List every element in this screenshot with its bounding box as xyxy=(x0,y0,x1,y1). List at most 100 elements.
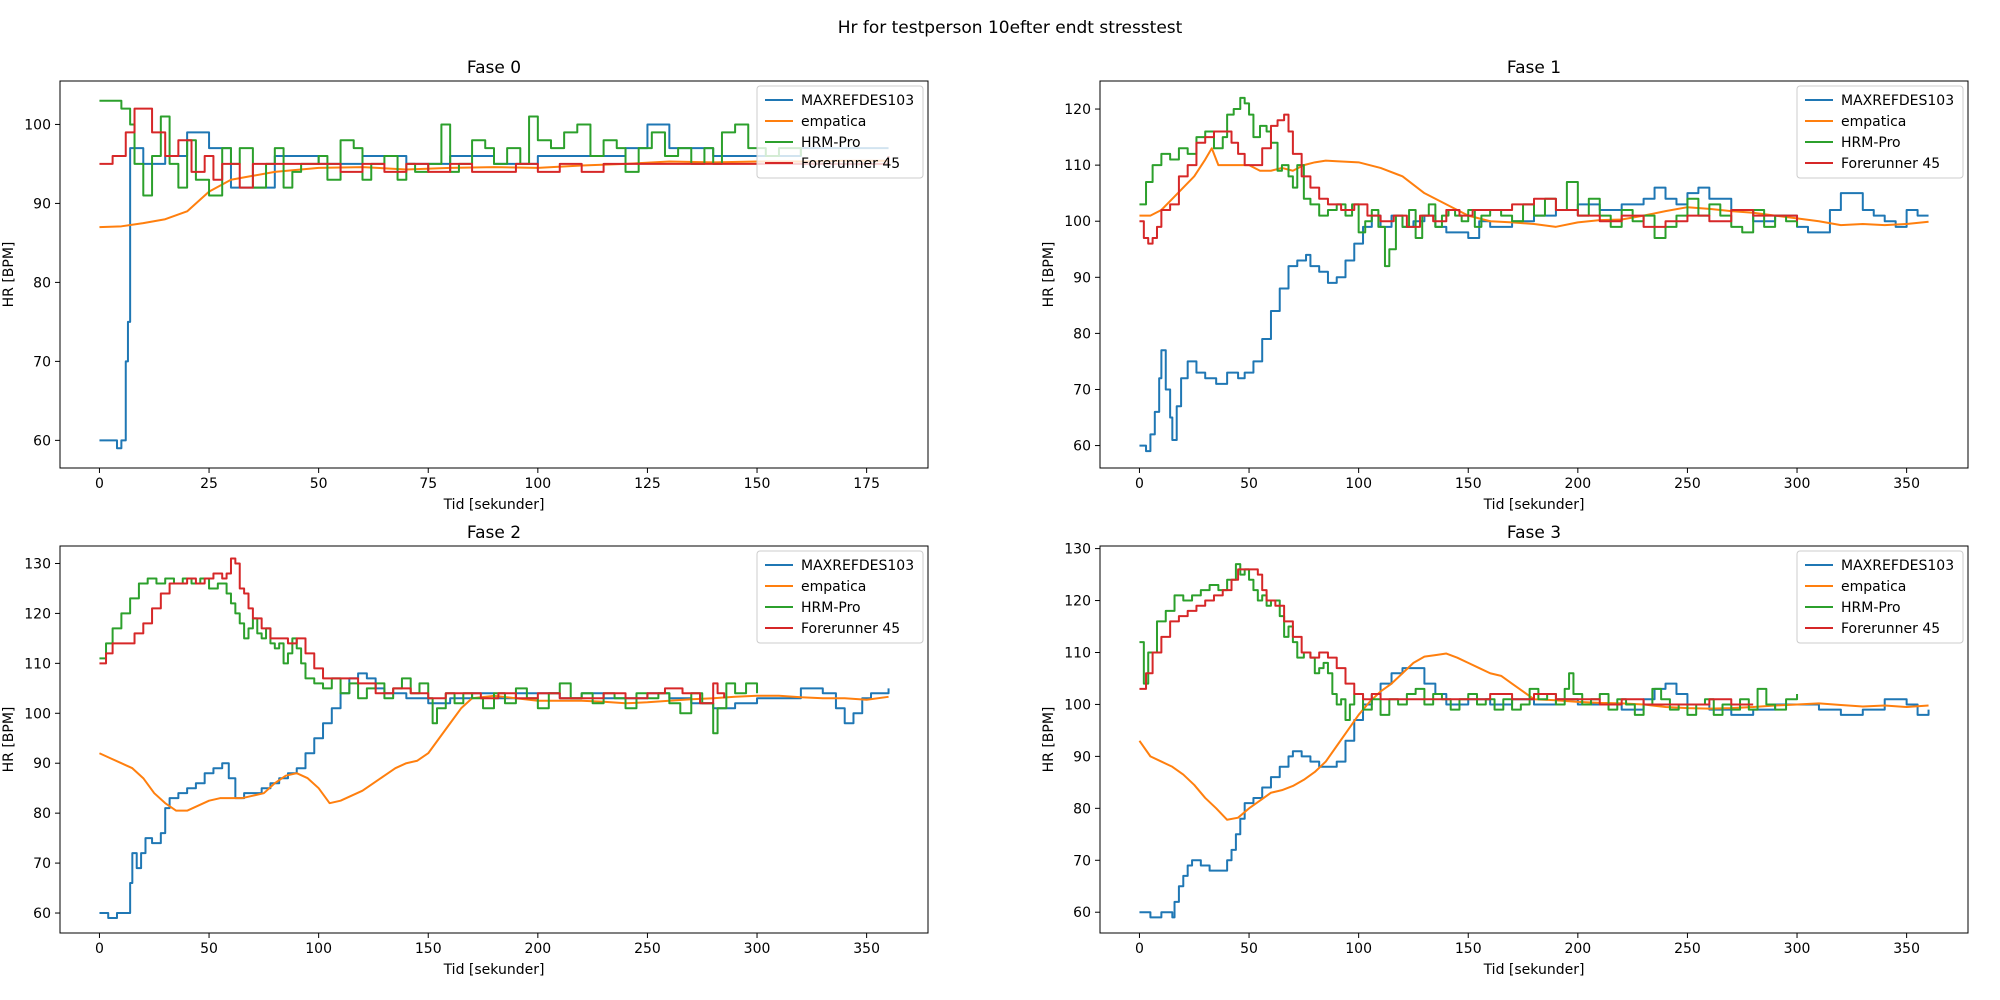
subplot-title: Fase 1 xyxy=(1507,58,1561,78)
legend-frame xyxy=(1796,85,1964,179)
y-tick-label: 60 xyxy=(33,906,51,922)
y-tick-label: 90 xyxy=(33,756,51,772)
subplot-fase-1: Fase 1 0 50 100 150 200 250 300 350 60 70 80 90 100 11… xyxy=(1041,58,1969,513)
series-line-forerunner-45 xyxy=(1139,568,1754,706)
y-tick-label: 130 xyxy=(24,556,51,572)
x-tick-label: 350 xyxy=(1893,476,1920,492)
subplot-fase-3: Fase 3 0 50 100 150 200 250 300 350 60 70 80 90 100 11… xyxy=(1041,523,1969,978)
series-group xyxy=(99,99,890,450)
series-line-hrm-pro xyxy=(1139,563,1799,722)
y-tick-label: 130 xyxy=(1064,542,1091,558)
x-tick-label: 100 xyxy=(305,941,332,957)
legend-entry: Forerunner 45 xyxy=(1841,621,1940,637)
x-tick-label: 200 xyxy=(524,941,551,957)
legend: MAXREFDES103 empatica HRM-Pro Forerunner 45 xyxy=(1796,85,1964,179)
y-tick-label: 120 xyxy=(1064,102,1091,118)
x-tick-label: 0 xyxy=(95,476,104,492)
y-axis-label: HR [BPM] xyxy=(1041,707,1057,773)
y-tick-label: 80 xyxy=(33,806,51,822)
x-tick-label: 175 xyxy=(853,476,880,492)
legend-entry: HRM-Pro xyxy=(1841,135,1901,151)
y-tick-label: 90 xyxy=(1073,749,1091,765)
y-tick-label: 100 xyxy=(24,117,51,133)
legend-entry: HRM-Pro xyxy=(801,600,861,616)
y-axis-label: HR [BPM] xyxy=(1,242,17,308)
y-tick-label: 110 xyxy=(24,656,51,672)
legend: MAXREFDES103 empatica HRM-Pro Forerunner 45 xyxy=(756,550,924,644)
legend-entry: empatica xyxy=(801,114,866,130)
subplot-title: Fase 2 xyxy=(467,523,521,543)
y-tick-label: 80 xyxy=(1073,326,1091,342)
y-tick-label: 70 xyxy=(33,856,51,872)
x-tick-label: 150 xyxy=(1455,941,1482,957)
subplot-fase-0: Fase 0 0 25 50 75 100 125 150 175 60 70 80 90 100 Tid … xyxy=(1,58,929,513)
y-tick-label: 120 xyxy=(24,606,51,622)
x-tick-label: 50 xyxy=(1240,941,1258,957)
legend-entry: Forerunner 45 xyxy=(1841,156,1940,172)
series-group xyxy=(99,557,890,920)
axes-frame xyxy=(1099,80,1969,469)
legend-entry: empatica xyxy=(1841,579,1906,595)
y-tick-label: 110 xyxy=(1064,158,1091,174)
figure-suptitle: Hr for testperson 10efter endt stresstes… xyxy=(838,18,1183,38)
x-tick-label: 100 xyxy=(1345,476,1372,492)
y-tick-label: 80 xyxy=(1073,801,1091,817)
legend-frame xyxy=(756,85,924,179)
x-tick-label: 125 xyxy=(634,476,661,492)
axes-frame xyxy=(1099,545,1969,934)
y-tick-label: 110 xyxy=(1064,645,1091,661)
x-axis-label: Tid [sekunder] xyxy=(443,497,545,513)
x-axis-label: Tid [sekunder] xyxy=(443,962,545,978)
y-tick-label: 60 xyxy=(33,433,51,449)
axes-frame xyxy=(59,545,929,934)
subplot-title: Fase 3 xyxy=(1507,523,1561,543)
series-line-hrm-pro xyxy=(99,577,759,735)
subplot-fase-2: Fase 2 0 50 100 150 200 250 300 350 60 70 80 90 100 11… xyxy=(1,523,929,978)
x-tick-label: 50 xyxy=(1240,476,1258,492)
y-tick-label: 80 xyxy=(33,275,51,291)
x-tick-label: 150 xyxy=(1455,476,1482,492)
series-line-maxrefdes103 xyxy=(99,672,890,920)
y-tick-label: 60 xyxy=(1073,439,1091,455)
x-tick-label: 300 xyxy=(1784,941,1811,957)
x-tick-label: 350 xyxy=(1893,941,1920,957)
legend-frame xyxy=(756,550,924,644)
y-axis-label: HR [BPM] xyxy=(1,707,17,773)
y-tick-label: 100 xyxy=(1064,214,1091,230)
y-tick-label: 70 xyxy=(33,354,51,370)
x-tick-label: 75 xyxy=(419,476,437,492)
x-tick-label: 0 xyxy=(1135,476,1144,492)
y-axis-label: HR [BPM] xyxy=(1041,242,1057,308)
legend-entry: MAXREFDES103 xyxy=(801,93,914,109)
x-tick-label: 100 xyxy=(1345,941,1372,957)
y-tick-label: 70 xyxy=(1073,853,1091,869)
legend-entry: MAXREFDES103 xyxy=(1841,558,1954,574)
legend: MAXREFDES103 empatica HRM-Pro Forerunner 45 xyxy=(1796,550,1964,644)
x-tick-label: 50 xyxy=(310,476,328,492)
series-line-empatica xyxy=(1139,147,1929,228)
y-tick-label: 60 xyxy=(1073,905,1091,921)
series-line-hrm-pro xyxy=(1139,96,1799,268)
x-tick-label: 250 xyxy=(634,941,661,957)
series-line-forerunner-45 xyxy=(1139,113,1799,245)
x-tick-label: 300 xyxy=(1784,476,1811,492)
legend-entry: HRM-Pro xyxy=(1841,600,1901,616)
y-tick-label: 90 xyxy=(33,196,51,212)
y-tick-label: 70 xyxy=(1073,382,1091,398)
subplot-title: Fase 0 xyxy=(467,58,521,78)
legend-entry: MAXREFDES103 xyxy=(801,558,914,574)
legend-entry: Forerunner 45 xyxy=(801,156,900,172)
series-group xyxy=(1139,96,1929,453)
y-tick-label: 120 xyxy=(1064,594,1091,610)
legend-frame xyxy=(1796,550,1964,644)
x-tick-label: 200 xyxy=(1564,476,1591,492)
series-line-forerunner-45 xyxy=(99,557,726,705)
x-axis-label: Tid [sekunder] xyxy=(1483,497,1585,513)
series-line-empatica xyxy=(99,694,889,812)
legend: MAXREFDES103 empatica HRM-Pro Forerunner 45 xyxy=(756,85,924,179)
x-tick-label: 350 xyxy=(853,941,880,957)
x-tick-label: 0 xyxy=(95,941,104,957)
legend-entry: Forerunner 45 xyxy=(801,621,900,637)
series-group xyxy=(1138,563,1930,919)
x-tick-label: 250 xyxy=(1674,476,1701,492)
